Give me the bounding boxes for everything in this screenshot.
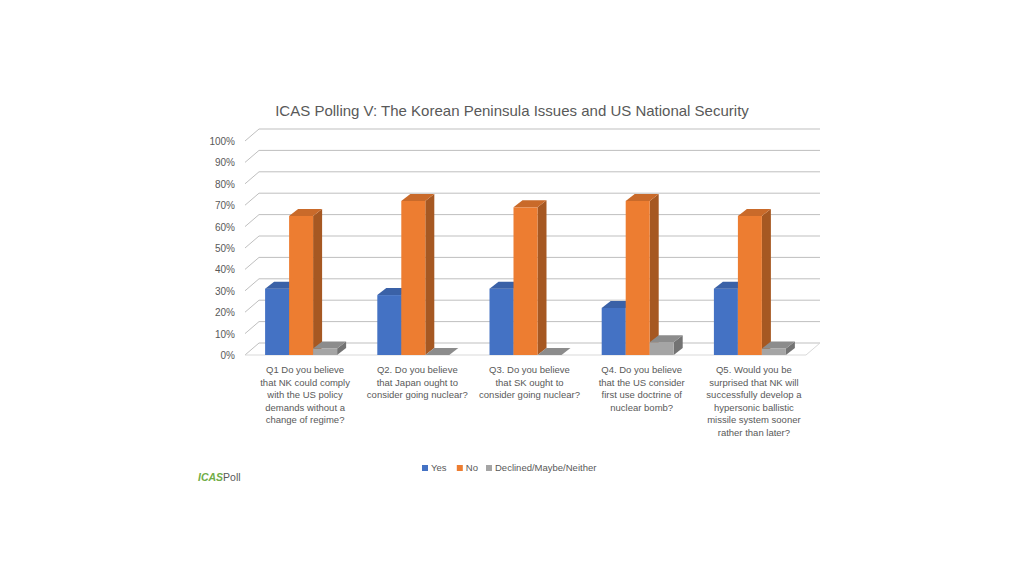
category-label-line: that SK ought to [495, 377, 563, 388]
tick-label: 100% [209, 136, 235, 147]
bar-side [313, 209, 322, 355]
bar-top [538, 348, 571, 355]
grid-line [245, 129, 820, 141]
grid-line [245, 172, 820, 184]
bar-side [650, 194, 659, 355]
category-label-line: successfully develop a [706, 389, 802, 400]
category-label-line: consider going nuclear? [479, 389, 580, 400]
bar-top [514, 200, 547, 207]
category-label: Q4. Do you believe that the US considerfi… [599, 364, 685, 413]
bar [626, 201, 650, 355]
grid [245, 129, 820, 355]
tick-label: 60% [215, 222, 235, 233]
bar-side [762, 209, 771, 355]
bar-top [626, 194, 659, 201]
tick-label: 30% [215, 286, 235, 297]
bar-top [762, 342, 795, 349]
category-label-line: nuclear bomb? [610, 402, 673, 413]
category-label-line: missile system sooner [707, 414, 800, 425]
bar [602, 308, 626, 355]
logo: ICASPoll [198, 471, 241, 483]
category-label-line: first use doctrine of [602, 389, 683, 400]
legend: Yes No Declined/Maybe/Neither [422, 462, 596, 473]
title: ICAS Polling V: The Korean Peninsula Iss… [275, 102, 749, 119]
bar-top [738, 209, 771, 216]
bar-top [425, 348, 458, 355]
bar-top [289, 209, 322, 216]
category-label-line: that Japan ought to [377, 377, 458, 388]
tick-label: 40% [215, 264, 235, 275]
category-label-line: consider going nuclear? [367, 389, 468, 400]
category-label-line: surprised that NK will [709, 377, 798, 388]
tick-label: 80% [215, 179, 235, 190]
legend-swatch [486, 465, 492, 471]
category-label-line: Q1 Do you believe [266, 364, 344, 375]
bars [265, 194, 795, 355]
bar [762, 349, 786, 355]
category-label-line: demands without a [265, 402, 345, 413]
bar-side [538, 200, 547, 355]
tick-label: 0% [221, 350, 236, 361]
tick-label: 70% [215, 200, 235, 211]
legend-swatch [422, 465, 428, 471]
category-label-line: Q3. Do you believe [489, 364, 570, 375]
tick-label: 50% [215, 243, 235, 254]
logo-brand: ICAS [198, 471, 223, 483]
tick-label: 90% [215, 157, 235, 168]
legend-label: Declined/Maybe/Neither [495, 462, 596, 473]
bar-top [313, 342, 346, 349]
legend-swatch [457, 465, 463, 471]
grid-line [245, 150, 820, 162]
legend-label: No [466, 462, 478, 473]
tick-label: 10% [215, 329, 235, 340]
category-label-line: Q5. Would you be [716, 364, 792, 375]
category-label-line: Q2. Do you believe [377, 364, 458, 375]
bar [650, 342, 674, 355]
bar-top [401, 194, 434, 201]
category-label-line: change of regime? [266, 414, 345, 425]
bar [377, 295, 401, 355]
category-label-line: that the US consider [599, 377, 685, 388]
category-label-line: hypersonic ballistic [714, 402, 794, 413]
bar-top [650, 335, 683, 342]
category-label-line: with the US policy [266, 389, 343, 400]
bar [401, 201, 425, 355]
bar [738, 216, 762, 355]
bar-side [425, 194, 434, 355]
chart: ICAS Polling V: The Korean Peninsula Iss… [0, 0, 1024, 576]
bar [313, 349, 337, 355]
logo-text: Poll [223, 471, 241, 483]
bar [289, 216, 313, 355]
bar [514, 207, 538, 355]
category-label: Q1 Do you believe that NK could complywit… [260, 364, 350, 425]
category-label-line: Q4. Do you believe [601, 364, 682, 375]
legend-label: Yes [431, 462, 447, 473]
bar [265, 289, 289, 355]
bar [714, 289, 738, 355]
bar [490, 289, 514, 355]
category-label-line: rather than later? [718, 427, 790, 438]
category-label: Q3. Do you believe that SK ought toconsid… [479, 364, 580, 400]
category-label-line: that NK could comply [260, 377, 350, 388]
tick-label: 20% [215, 307, 235, 318]
category-label: Q5. Would you be surprised that NK willsu… [706, 364, 802, 438]
chart-root: ICAS Polling V: The Korean Peninsula Iss… [0, 0, 1024, 576]
category-label: Q2. Do you believe that Japan ought tocon… [367, 364, 468, 400]
